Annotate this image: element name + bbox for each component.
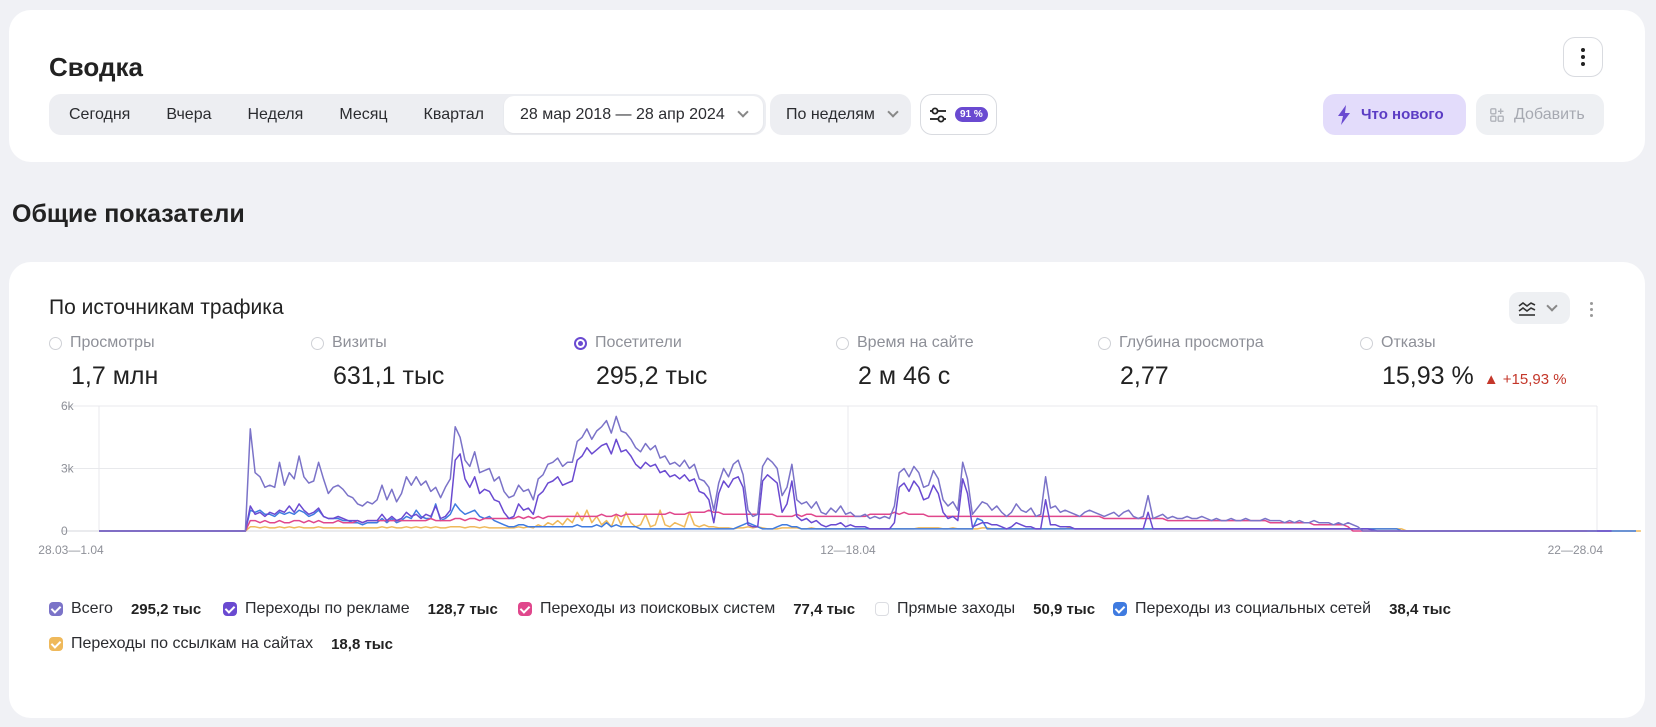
metric-bounce-rate[interactable]: Отказы 15,93 % ▲ +15,93 % xyxy=(1360,334,1567,391)
traffic-sources-widget: По источникам трафика Просмотры 1,7 млн … xyxy=(9,262,1645,718)
checkbox-checked-icon[interactable] xyxy=(49,637,63,651)
y-tick-label: 6k xyxy=(61,400,75,413)
checkbox-checked-icon[interactable] xyxy=(223,602,237,616)
page-title: Сводка xyxy=(49,52,143,82)
whats-new-button[interactable]: Что нового xyxy=(1323,94,1466,135)
metric-visitors[interactable]: Посетители 295,2 тыс xyxy=(574,334,707,391)
metric-label: Посетители xyxy=(595,334,682,351)
metric-depth[interactable]: Глубина просмотра 2,77 xyxy=(1098,334,1264,391)
period-month[interactable]: Месяц xyxy=(339,105,388,123)
checkbox-checked-icon[interactable] xyxy=(1113,602,1127,616)
metric-visits[interactable]: Визиты 631,1 тыс xyxy=(311,334,444,391)
legend-value: 50,9 тыс xyxy=(1033,600,1096,618)
date-range-label: 28 мар 2018 — 28 апр 2024 xyxy=(520,105,725,123)
radio-icon[interactable] xyxy=(836,336,849,350)
metric-label: Просмотры xyxy=(70,334,155,351)
lightning-icon xyxy=(1338,104,1350,125)
widget-title: По источникам трафика xyxy=(49,296,284,319)
whats-new-label: Что нового xyxy=(1361,106,1444,123)
metric-time-on-site[interactable]: Время на сайте 2 м 46 с xyxy=(836,334,974,391)
grouping-select[interactable]: По неделям xyxy=(770,94,911,135)
more-options-button[interactable] xyxy=(1563,37,1603,77)
summary-header-card: Сводка Сегодня Вчера Неделя Месяц Кварта… xyxy=(9,10,1645,162)
legend-value: 38,4 тыс xyxy=(1389,600,1451,618)
metric-delta: ▲ +15,93 % xyxy=(1483,371,1567,388)
period-quarter[interactable]: Квартал xyxy=(423,105,485,123)
metric-value: 2 м 46 с xyxy=(858,362,951,390)
radio-icon[interactable] xyxy=(311,336,324,350)
series-line-3 xyxy=(99,503,1636,532)
x-tick-label: 22—28.04 xyxy=(1548,543,1604,557)
legend-item-search[interactable]: Переходы из поисковых систем 77,4 тыс xyxy=(518,600,855,618)
chart-type-select[interactable] xyxy=(1509,292,1570,324)
chart-axis-labels: 0 3k 6k 28.03—1.04 12—18.04 22—28.04 xyxy=(38,400,1603,557)
radio-icon[interactable] xyxy=(49,336,62,350)
metric-pageviews[interactable]: Просмотры 1,7 млн xyxy=(49,334,158,391)
radio-icon[interactable] xyxy=(1360,336,1373,350)
period-today[interactable]: Сегодня xyxy=(69,105,131,123)
filters-button[interactable]: 91 % xyxy=(920,94,997,135)
period-week[interactable]: Неделя xyxy=(247,105,304,123)
date-range-picker[interactable]: 28 мар 2018 — 28 апр 2024 xyxy=(504,96,763,133)
metric-value: 1,7 млн xyxy=(71,362,159,390)
x-tick-label: 12—18.04 xyxy=(820,543,876,557)
chevron-down-icon xyxy=(737,106,749,118)
sliders-icon xyxy=(930,107,946,122)
metric-label: Отказы xyxy=(1381,334,1436,351)
widgets-icon xyxy=(1490,107,1504,122)
add-widget-button[interactable]: Добавить xyxy=(1476,94,1604,135)
legend-item-social[interactable]: Переходы из социальных сетей 38,4 тыс xyxy=(1113,600,1451,618)
chevron-down-icon xyxy=(1546,299,1558,312)
legend-label: Всего xyxy=(71,600,113,617)
radio-icon[interactable] xyxy=(1098,336,1111,350)
checkbox-empty-icon[interactable] xyxy=(875,602,889,616)
legend-value: 295,2 тыс xyxy=(130,600,202,618)
section-title: Общие показатели xyxy=(12,200,245,228)
chart-grid xyxy=(61,405,1598,532)
more-vertical-icon xyxy=(1589,301,1593,317)
legend-value: 77,4 тыс xyxy=(793,600,856,618)
x-tick-label: 28.03—1.04 xyxy=(38,543,104,557)
metric-value: 631,1 тыс xyxy=(333,362,445,390)
add-label: Добавить xyxy=(1514,105,1585,123)
legend-label: Переходы по ссылкам на сайтах xyxy=(71,635,314,652)
sampling-badge: 91 % xyxy=(955,107,988,122)
chevron-down-icon xyxy=(887,106,899,118)
checkbox-checked-icon[interactable] xyxy=(49,602,63,616)
y-tick-label: 0 xyxy=(61,524,68,538)
widget-more-button[interactable] xyxy=(1586,296,1596,322)
series-line-0 xyxy=(99,415,1597,532)
metric-label: Визиты xyxy=(332,334,387,351)
legend-value: 128,7 тыс xyxy=(427,600,498,618)
grouping-label: По неделям xyxy=(786,105,875,123)
metric-value: 295,2 тыс xyxy=(596,362,708,390)
metric-label: Глубина просмотра xyxy=(1119,334,1264,351)
legend-item-links[interactable]: Переходы по ссылкам на сайтах 18,8 тыс xyxy=(49,635,393,653)
legend-item-direct[interactable]: Прямые заходы 50,9 тыс xyxy=(875,600,1095,618)
series-line-2 xyxy=(99,509,1588,532)
legend-label: Прямые заходы xyxy=(897,600,1016,617)
legend-item-ads[interactable]: Переходы по рекламе 128,7 тыс xyxy=(223,600,498,618)
metric-value: 15,93 % xyxy=(1382,362,1474,390)
legend-item-total[interactable]: Всего 295,2 тыс xyxy=(49,600,201,618)
legend-value: 18,8 тыс xyxy=(331,635,393,653)
metrics-row: Просмотры 1,7 млн Визиты 631,1 тыс Посет… xyxy=(49,334,1609,394)
checkbox-checked-icon[interactable] xyxy=(518,602,532,616)
line-chart-icon xyxy=(1518,302,1536,316)
legend-label: Переходы из социальных сетей xyxy=(1135,600,1372,617)
series-line-4 xyxy=(99,509,1641,532)
more-vertical-icon xyxy=(1581,48,1585,66)
period-selector: Сегодня Вчера Неделя Месяц Квартал 28 ма… xyxy=(49,94,766,135)
y-tick-label: 3k xyxy=(61,462,75,476)
period-yesterday[interactable]: Вчера xyxy=(166,105,212,123)
legend-label: Переходы из поисковых систем xyxy=(540,600,776,617)
metric-value: 2,77 xyxy=(1120,362,1169,390)
metric-label: Время на сайте xyxy=(857,334,974,351)
legend-label: Переходы по рекламе xyxy=(245,600,410,617)
radio-selected-icon[interactable] xyxy=(574,336,587,350)
chart-series xyxy=(99,415,1641,532)
traffic-line-chart: 0 3k 6k 28.03—1.04 12—18.04 22—28.04 xyxy=(38,400,1641,557)
